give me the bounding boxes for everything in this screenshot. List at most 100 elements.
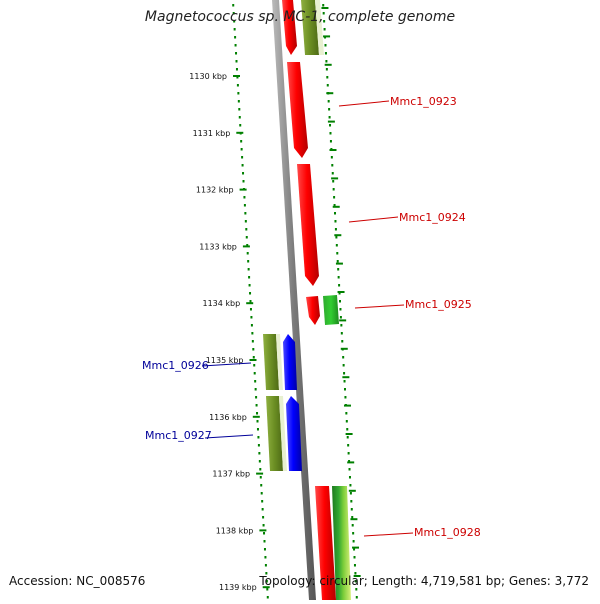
right-ring-dot [337, 268, 340, 271]
scale-tick-label: 1132 kbp [196, 186, 234, 195]
right-ring-dot [325, 60, 328, 63]
scale-tick-label: 1137 kbp [212, 470, 250, 479]
gene-arrow-mmc1-0926[interactable] [283, 334, 297, 390]
gene-arrow-mmc1-0927[interactable] [286, 396, 302, 471]
left-ring-dot [246, 244, 249, 247]
right-ring-dot [353, 548, 356, 551]
left-ring-dot [249, 308, 252, 311]
right-ring-dot [334, 212, 337, 215]
right-ring-dot [333, 196, 336, 199]
right-ring-dot [342, 364, 345, 367]
cds-band-0928 [332, 486, 351, 600]
right-ring-dot [340, 324, 343, 327]
right-ring-dot [345, 412, 348, 415]
gene-label-mmc1-0923[interactable]: Mmc1_0923 [390, 95, 457, 108]
left-ring-dot [248, 284, 251, 287]
left-ring-dot [260, 484, 263, 487]
left-ring-dot [236, 76, 239, 79]
right-ring-dot [350, 500, 353, 503]
scale-tick-label: 1134 kbp [202, 299, 240, 308]
right-ring-dot [334, 220, 337, 223]
right-ring-dot [342, 356, 345, 359]
scale-tick-label: 1133 kbp [199, 242, 237, 251]
right-ring-dot [353, 564, 356, 567]
right-ring-dot [346, 436, 349, 439]
left-ring-dot [240, 148, 243, 151]
left-ring-dot [265, 572, 268, 575]
left-ring-dot [241, 164, 244, 167]
left-ring-dot [243, 204, 246, 207]
gene-arrow-mmc1-0925[interactable] [306, 296, 320, 325]
right-ring-dot [328, 116, 331, 119]
right-ring-dot [338, 284, 341, 287]
right-ring-dot [323, 20, 326, 23]
left-ring-dot [264, 564, 267, 567]
left-ring-dot [247, 268, 250, 271]
left-ring-dot [257, 444, 260, 447]
gene-label-mmc1-0928[interactable]: Mmc1_0928 [414, 526, 481, 539]
leader-line-mmc1-0928 [363, 532, 414, 537]
gene-label-mmc1-0927[interactable]: Mmc1_0927 [145, 429, 212, 442]
right-ring-dot [343, 388, 346, 391]
left-ring-dot [235, 60, 238, 63]
right-ring-dot [341, 340, 344, 343]
left-ring-dot [262, 516, 265, 519]
right-ring-dot [343, 372, 346, 375]
cds-band-0925 [323, 295, 339, 325]
cds-band-top-edge [315, 0, 324, 55]
right-ring-dot [351, 524, 354, 527]
left-ring-dot [242, 172, 245, 175]
left-ring-dot [237, 100, 240, 103]
right-ring-dot [348, 476, 351, 479]
scale-axis: 1130 kbp 1131 kbp 1132 kbp 1133 kbp 1134 kbp… [189, 72, 270, 592]
right-ring-dot [340, 332, 343, 335]
gene-arrow-mmc1-0924[interactable] [297, 164, 319, 286]
gene-label-mmc1-0924[interactable]: Mmc1_0924 [399, 211, 466, 224]
right-ring-dot [335, 236, 338, 239]
gene-arrow-mmc1-0923[interactable] [287, 62, 308, 158]
left-ring-dot [239, 124, 242, 127]
scale-tick-label: 1135 kbp [206, 356, 244, 365]
scale-tick-label: 1130 kbp [189, 72, 227, 81]
left-ring-dot [254, 388, 257, 391]
right-ring-dot [343, 380, 346, 383]
left-ring-dot [235, 52, 238, 55]
right-ring-dot [334, 228, 337, 231]
leader-line-mmc1-0926 [201, 362, 252, 367]
right-ring-dot [322, 4, 325, 7]
gene-label-mmc1-0926[interactable]: Mmc1_0926 [142, 359, 209, 372]
right-ring-dot [325, 68, 328, 71]
right-ring-dot [324, 52, 327, 55]
left-ring-dot [259, 468, 262, 471]
left-ring-dot [247, 260, 250, 263]
right-ring-dot [332, 188, 335, 191]
left-ring-dot [249, 300, 252, 303]
right-ring-dot [355, 588, 358, 591]
right-ring-dot [344, 396, 347, 399]
right-ring-dot [326, 84, 329, 87]
left-ring-dot [232, 4, 235, 7]
gene-label-mmc1-0925[interactable]: Mmc1_0925 [405, 298, 472, 311]
right-ring-dot [331, 164, 334, 167]
left-ring-dot [253, 372, 256, 375]
left-ring-dot [234, 44, 237, 47]
left-ring-dot [233, 20, 236, 23]
leader-line-mmc1-0924 [348, 216, 399, 223]
left-ring-dot [246, 252, 249, 255]
left-ring-dot [255, 396, 258, 399]
left-ring-dot [260, 492, 263, 495]
right-ring-dot [345, 420, 348, 423]
gene-arrow-mmc1-0928[interactable] [315, 486, 336, 600]
left-ring-dot [266, 596, 269, 599]
right-ring-dot [349, 484, 352, 487]
left-ring-dot [244, 212, 247, 215]
left-ring-dot [266, 588, 269, 591]
right-ring-dot [330, 156, 333, 159]
right-ring-dot [332, 180, 335, 183]
left-ring-dot [236, 84, 239, 87]
left-ring-dot [251, 340, 254, 343]
left-ring-dot [263, 532, 266, 535]
left-ring-dot [250, 316, 253, 319]
right-ring-dot [349, 492, 352, 495]
